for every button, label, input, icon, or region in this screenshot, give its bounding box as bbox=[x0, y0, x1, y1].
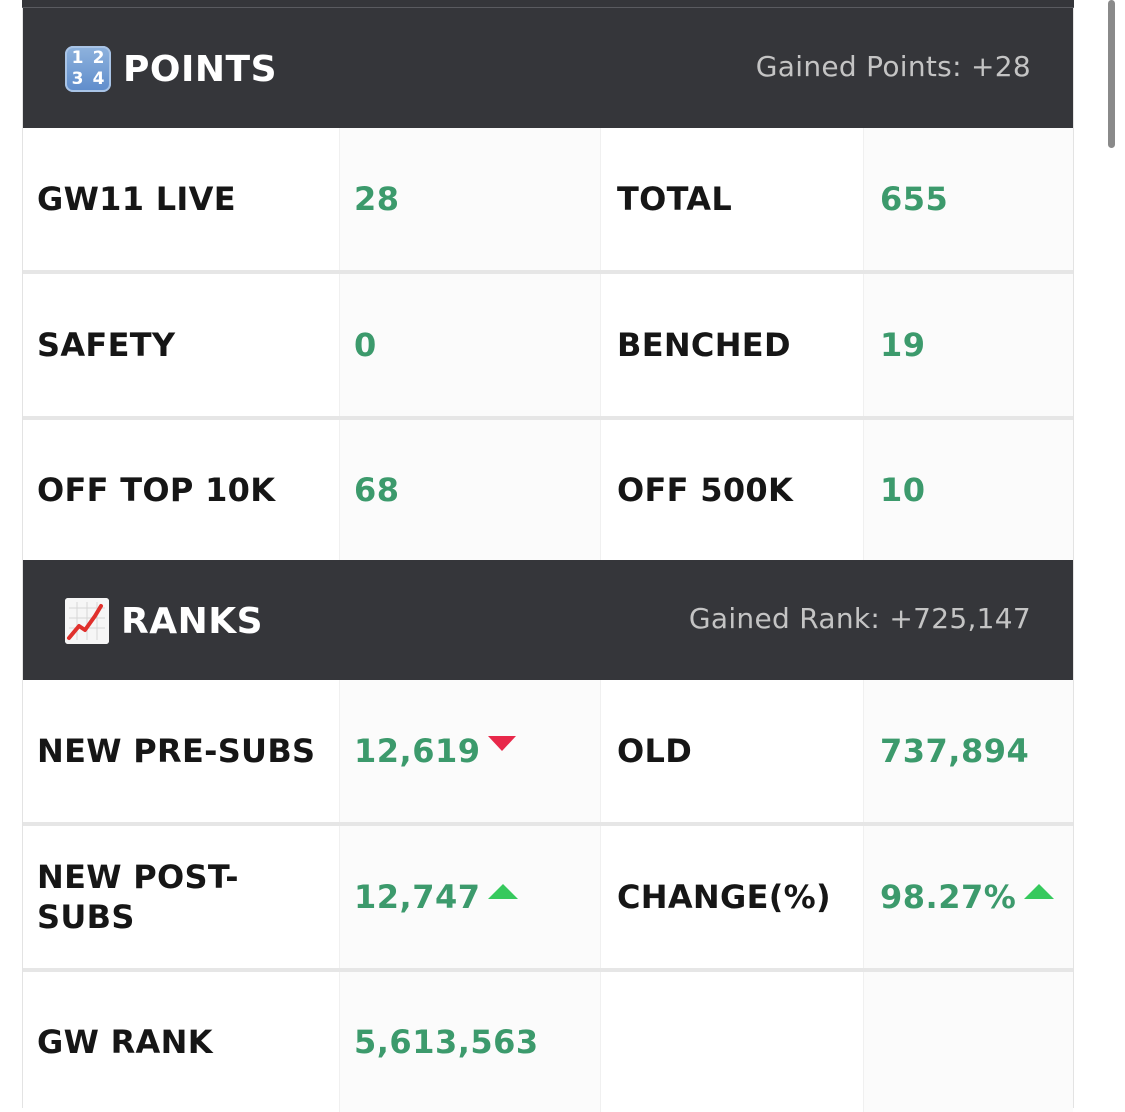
row-label: GW RANK bbox=[37, 1023, 213, 1061]
points-row-safety-benched: SAFETY 0 BENCHED 19 bbox=[23, 274, 1073, 420]
row-label: SAFETY bbox=[37, 326, 176, 364]
row-label: OFF 500K bbox=[617, 471, 794, 509]
icon-digit: 3 bbox=[71, 69, 84, 89]
stats-card: 1 2 3 4 POINTS Gained Points: +28 GW11 L… bbox=[22, 8, 1074, 1112]
row-value: 737,894 bbox=[880, 732, 1030, 770]
points-title: 1 2 3 4 POINTS bbox=[65, 46, 277, 92]
points-row-live-total: GW11 LIVE 28 TOTAL 655 bbox=[23, 128, 1073, 274]
ranks-title-text: RANKS bbox=[121, 600, 264, 642]
ranks-row-post-change: NEW POST-SUBS 12,747 CHANGE(%) 98.27% bbox=[23, 826, 1073, 972]
top-divider bbox=[22, 0, 1074, 8]
row-value: 12,747 bbox=[354, 878, 481, 916]
row-value: 19 bbox=[880, 326, 926, 364]
trend-up-icon bbox=[488, 883, 519, 899]
row-label: CHANGE(%) bbox=[617, 878, 831, 916]
gained-points: Gained Points: +28 bbox=[755, 50, 1031, 83]
points-title-text: POINTS bbox=[123, 48, 277, 90]
row-value: 0 bbox=[354, 326, 377, 364]
row-value: 5,613,563 bbox=[354, 1023, 539, 1061]
icon-digit: 1 bbox=[71, 48, 84, 68]
trend-down-icon bbox=[488, 735, 517, 751]
row-value: 10 bbox=[880, 471, 926, 509]
icon-digit: 4 bbox=[92, 69, 105, 89]
gained-rank: Gained Rank: +725,147 bbox=[688, 602, 1031, 635]
icon-digit: 2 bbox=[92, 48, 105, 68]
scrollbar[interactable] bbox=[1108, 0, 1115, 148]
points-header: 1 2 3 4 POINTS Gained Points: +28 bbox=[23, 8, 1073, 128]
row-value: 12,619 bbox=[354, 732, 481, 770]
row-label: OLD bbox=[617, 732, 693, 770]
numbers-1234-icon: 1 2 3 4 bbox=[65, 46, 111, 92]
points-row-off-thresholds: OFF TOP 10K 68 OFF 500K 10 bbox=[23, 420, 1073, 560]
row-value: 655 bbox=[880, 180, 949, 218]
row-value: 98.27% bbox=[880, 878, 1017, 916]
row-label: TOTAL bbox=[617, 180, 733, 218]
ranks-title: RANKS bbox=[65, 598, 263, 644]
ranks-header: RANKS Gained Rank: +725,147 bbox=[23, 560, 1073, 680]
chart-increasing-icon bbox=[65, 598, 109, 644]
ranks-row-gw-rank: GW RANK 5,613,563 bbox=[23, 972, 1073, 1112]
row-label: NEW POST-SUBS bbox=[37, 858, 239, 936]
row-label: GW11 LIVE bbox=[37, 180, 236, 218]
row-label: BENCHED bbox=[617, 326, 791, 364]
row-label: NEW PRE-SUBS bbox=[37, 732, 316, 770]
ranks-row-pre-old: NEW PRE-SUBS 12,619 OLD 737,894 bbox=[23, 680, 1073, 826]
trend-up-icon bbox=[1024, 883, 1055, 899]
row-value: 28 bbox=[354, 180, 400, 218]
row-label: OFF TOP 10K bbox=[37, 471, 276, 509]
row-value: 68 bbox=[354, 471, 400, 509]
